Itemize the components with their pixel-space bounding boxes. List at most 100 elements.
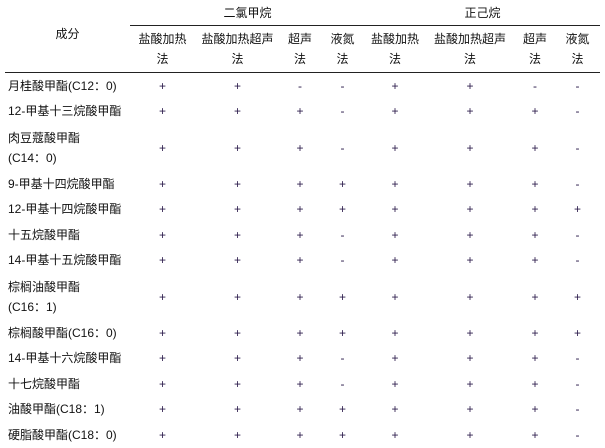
method-header: 超声 法 — [280, 25, 320, 73]
table-row: 12-甲基十四烷酸甲酯 + + + + + + + + — [5, 197, 600, 223]
detection-mark: + — [391, 427, 399, 442]
method-header: 盐酸加热 法 — [365, 25, 426, 73]
detection-mark: + — [391, 140, 399, 155]
detection-mark: + — [339, 427, 347, 442]
detection-mark: + — [233, 176, 241, 191]
group-header-hexane: 正己烷 — [365, 0, 601, 26]
detection-mark: - — [340, 104, 345, 119]
detection-mark: - — [340, 140, 345, 155]
table-row: 棕榈酸甲酯(C16：0) + + + + + + + + — [5, 320, 600, 346]
component-name: 肉豆蔻酸甲酯 (C14：0) — [8, 130, 81, 165]
component-name: 14-甲基十六烷酸甲酯 — [8, 351, 122, 366]
detection-mark: + — [158, 402, 166, 417]
component-name: 油酸甲酯(C18：1) — [8, 402, 105, 417]
detection-mark: + — [466, 227, 474, 242]
detection-mark: - — [340, 78, 345, 93]
detection-mark: + — [391, 351, 399, 366]
detection-mark: + — [466, 253, 474, 268]
detection-mark: + — [339, 402, 347, 417]
detection-mark: + — [531, 104, 539, 119]
detection-mark: - — [575, 227, 580, 242]
component-header: 成分 — [5, 0, 130, 73]
detection-mark: + — [391, 376, 399, 391]
detection-mark: + — [296, 253, 304, 268]
detection-mark: - — [340, 227, 345, 242]
detection-mark: + — [158, 253, 166, 268]
detection-mark: + — [391, 78, 399, 93]
detection-mark: + — [391, 402, 399, 417]
table-body: 月桂酸甲酯(C12：0) + + - - + + - -12-甲基十三烷酸甲酯 + + + - + + + - 肉… — [5, 73, 600, 448]
detection-mark: + — [233, 202, 241, 217]
table-row: 9-甲基十四烷酸甲酯 + + + + + + + - — [5, 171, 600, 197]
detection-mark: + — [574, 289, 582, 304]
detection-mark: - — [298, 78, 302, 93]
detection-mark: + — [466, 402, 474, 417]
detection-mark: + — [466, 325, 474, 340]
detection-mark: + — [466, 351, 474, 366]
detection-mark: + — [296, 427, 304, 442]
detection-mark: - — [575, 253, 580, 268]
component-name: 棕榈酸甲酯(C16：0) — [8, 325, 117, 340]
table-row: 棕榈油酸甲酯 (C16：1) + + + + + + + + — [5, 273, 600, 320]
detection-mark: + — [296, 351, 304, 366]
detection-mark: + — [158, 78, 166, 93]
detection-mark: + — [158, 176, 166, 191]
detection-mark: + — [531, 176, 539, 191]
detection-mark: + — [339, 176, 347, 191]
table-row: 硬脂酸甲酯(C18：0) + + + + + + + - — [5, 422, 600, 448]
detection-mark: + — [339, 289, 347, 304]
detection-mark: + — [233, 427, 241, 442]
detection-mark: - — [340, 376, 345, 391]
detection-mark: + — [574, 202, 582, 217]
detection-mark: + — [233, 140, 241, 155]
component-name: 硬脂酸甲酯(C18：0) — [8, 427, 117, 442]
method-header: 液氮 法 — [555, 25, 601, 73]
detection-mark: + — [391, 202, 399, 217]
method-header: 盐酸加热超声 法 — [195, 25, 280, 73]
detection-mark: + — [158, 289, 166, 304]
group-header-dichloromethane: 二氯甲烷 — [130, 0, 366, 26]
components-table: 成分 二氯甲烷 正己烷 盐酸加热 法 盐酸加热超声 法 超声 法 液氮 法 盐酸… — [5, 0, 601, 448]
detection-mark: + — [531, 289, 539, 304]
detection-mark: + — [233, 376, 241, 391]
detection-mark: + — [296, 202, 304, 217]
detection-mark: + — [233, 402, 241, 417]
table-row: 油酸甲酯(C18：1) + + + + + + + - — [5, 397, 600, 423]
detection-mark: + — [339, 202, 347, 217]
detection-mark: + — [233, 325, 241, 340]
detection-mark: + — [531, 325, 539, 340]
component-name: 十五烷酸甲酯 — [8, 227, 81, 242]
table-row: 14-甲基十五烷酸甲酯 + + + - + + + - — [5, 248, 600, 274]
detection-mark: - — [575, 351, 580, 366]
detection-mark: + — [466, 289, 474, 304]
detection-mark: + — [531, 402, 539, 417]
detection-mark: + — [466, 140, 474, 155]
detection-mark: + — [296, 376, 304, 391]
detection-mark: + — [466, 427, 474, 442]
table-row: 十五烷酸甲酯 + + + - + + + - — [5, 222, 600, 248]
detection-mark: + — [158, 104, 166, 119]
detection-mark: + — [158, 227, 166, 242]
detection-mark: + — [339, 325, 347, 340]
detection-mark: + — [296, 325, 304, 340]
detection-mark: + — [531, 427, 539, 442]
detection-mark: + — [466, 176, 474, 191]
component-name: 12-甲基十四烷酸甲酯 — [8, 202, 122, 217]
method-header: 超声 法 — [515, 25, 556, 73]
component-name: 14-甲基十五烷酸甲酯 — [8, 253, 122, 268]
detection-mark: + — [391, 176, 399, 191]
detection-mark: + — [531, 351, 539, 366]
detection-mark: + — [296, 227, 304, 242]
detection-mark: + — [531, 202, 539, 217]
detection-mark: + — [531, 376, 539, 391]
table-row: 月桂酸甲酯(C12：0) + + - - + + - - — [5, 73, 600, 99]
detection-mark: - — [575, 78, 580, 93]
detection-mark: + — [296, 104, 304, 119]
table-row: 十七烷酸甲酯 + + + - + + + - — [5, 371, 600, 397]
method-header: 盐酸加热 法 — [130, 25, 195, 73]
detection-mark: + — [233, 78, 241, 93]
detection-mark: - — [575, 376, 580, 391]
detection-mark: + — [531, 253, 539, 268]
detection-mark: + — [233, 227, 241, 242]
detection-mark: - — [575, 140, 580, 155]
